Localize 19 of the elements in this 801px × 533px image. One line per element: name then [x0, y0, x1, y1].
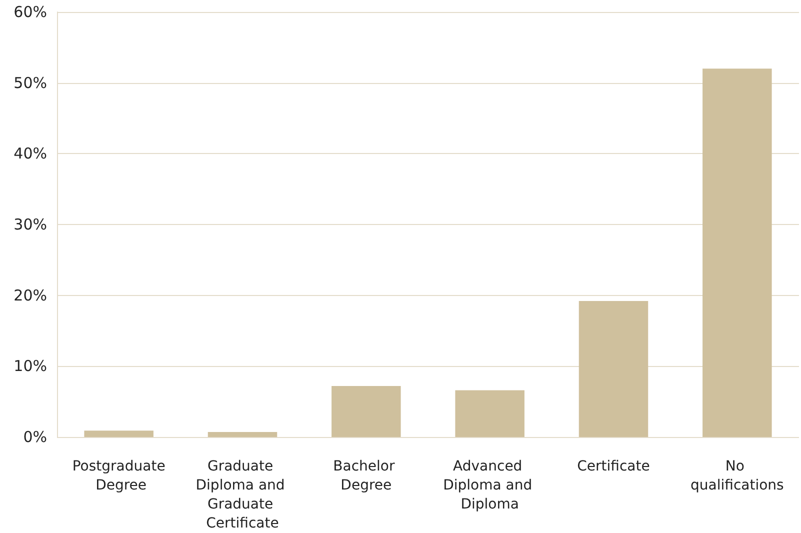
y-tick-label: 20% — [14, 286, 47, 304]
y-tick-label: 40% — [14, 144, 47, 163]
bar — [578, 301, 648, 437]
y-tick-label: 30% — [14, 216, 47, 234]
x-tick-label: Bachelor Degree — [333, 458, 400, 494]
bar — [455, 390, 524, 437]
bar — [702, 68, 772, 437]
x-tick-label: Graduate Diploma and Graduate Certificate — [196, 458, 290, 532]
x-tick-label: No qualifications — [690, 458, 784, 494]
x-tick-label: Advanced Diploma and Diploma — [443, 458, 537, 512]
y-tick-label: 0% — [23, 428, 47, 446]
x-tick-label: Certificate — [577, 458, 650, 474]
bar — [84, 430, 154, 437]
y-tick-label: 60% — [14, 3, 47, 21]
bar — [208, 432, 278, 437]
y-tick-label: 50% — [14, 74, 47, 92]
x-tick-label: Postgraduate Degree — [72, 458, 166, 494]
bar — [332, 386, 401, 437]
y-tick-label: 10% — [14, 357, 47, 376]
